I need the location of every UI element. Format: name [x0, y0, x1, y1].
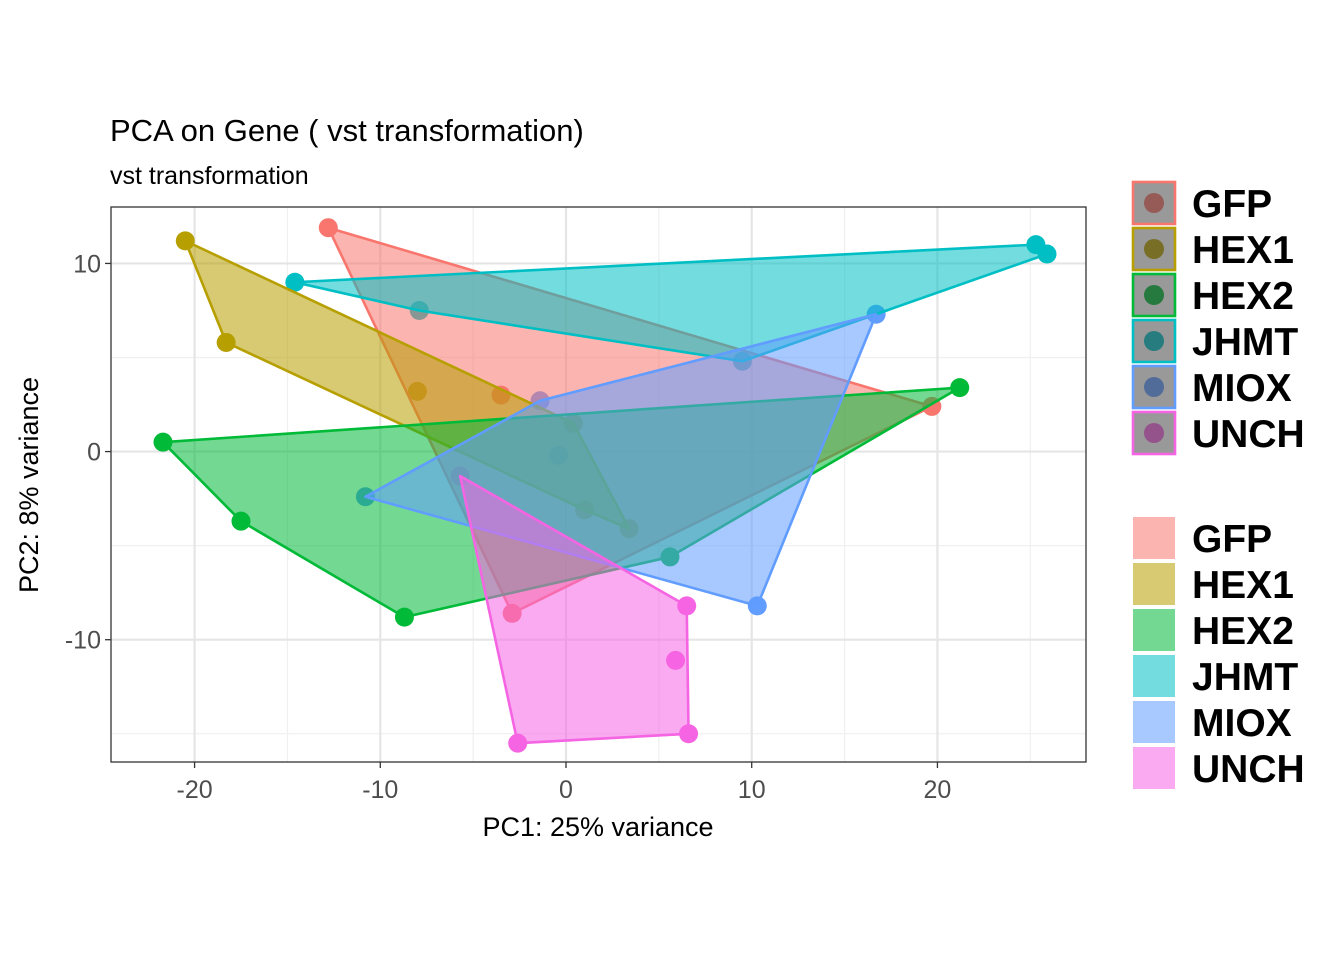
legend-label: HEX1	[1192, 564, 1294, 607]
legend-key-fill-hex2	[1133, 609, 1175, 651]
hull-jhmt	[293, 243, 1049, 363]
legend-dot-icon	[1144, 377, 1164, 397]
axes: -20 -10 0 10 20 -10 0 10	[65, 250, 951, 804]
legend-dot-icon	[1144, 423, 1164, 443]
legend-dot-icon	[1144, 331, 1164, 351]
x-tick-label: -10	[362, 776, 398, 804]
legend-key-color-miox	[1131, 364, 1177, 410]
x-tick-label: 0	[559, 776, 573, 804]
legend-key-fill-miox	[1133, 701, 1175, 743]
x-tick-label: 10	[738, 776, 766, 804]
legend-label: HEX2	[1192, 610, 1294, 653]
legend-label: HEX2	[1192, 275, 1294, 318]
legend-label: JHMT	[1192, 321, 1298, 364]
legend-key-fill-unch	[1133, 747, 1175, 789]
y-tick-label: 0	[87, 439, 101, 467]
legend-key-fill-gfp	[1133, 517, 1175, 559]
chart-subtitle: vst transformation	[110, 162, 309, 190]
legend-key-fill-jhmt	[1133, 655, 1175, 697]
legend-label: UNCH	[1192, 748, 1305, 791]
legend-label: GFP	[1192, 518, 1272, 561]
legend-dot-icon	[1144, 239, 1164, 259]
hull-unch	[458, 474, 690, 745]
legend-label: GFP	[1192, 183, 1272, 226]
x-axis-title: PC1: 25% variance	[482, 812, 713, 842]
legend-label: JHMT	[1192, 656, 1298, 699]
chart-title: PCA on Gene ( vst transformation)	[110, 113, 584, 148]
legend-label: HEX1	[1192, 229, 1294, 272]
legend-label: UNCH	[1192, 413, 1305, 456]
legend-dot-icon	[1144, 285, 1164, 305]
legend-key-color-unch	[1131, 410, 1177, 456]
plot-border	[110, 206, 1087, 763]
legend-label: MIOX	[1192, 367, 1292, 410]
legend-label: MIOX	[1192, 702, 1292, 745]
legend-key-fill-hex1	[1133, 563, 1175, 605]
x-tick-label: -20	[177, 776, 213, 804]
hull-miox	[364, 312, 878, 608]
x-tick-label: 20	[924, 776, 952, 804]
hulls-layer	[161, 226, 1049, 745]
y-axis-title: PC2: 8% variance	[14, 377, 44, 593]
y-tick-label: 10	[73, 250, 101, 278]
y-tick-label: -10	[65, 627, 101, 655]
legend-dot-icon	[1144, 193, 1164, 213]
